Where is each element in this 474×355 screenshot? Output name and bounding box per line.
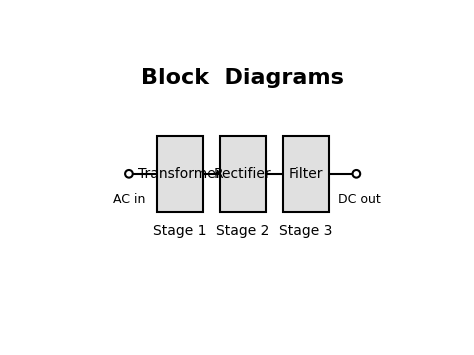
- Text: AC in: AC in: [113, 193, 145, 206]
- FancyBboxPatch shape: [157, 136, 203, 212]
- Text: DC out: DC out: [337, 193, 381, 206]
- Text: Transformer: Transformer: [138, 167, 222, 181]
- FancyBboxPatch shape: [283, 136, 329, 212]
- Circle shape: [353, 170, 360, 178]
- Text: Stage 1: Stage 1: [153, 224, 207, 238]
- Text: Stage 3: Stage 3: [279, 224, 332, 238]
- Circle shape: [125, 170, 133, 178]
- Text: Rectifier: Rectifier: [214, 167, 272, 181]
- Text: Stage 2: Stage 2: [216, 224, 270, 238]
- Text: Filter: Filter: [289, 167, 323, 181]
- FancyBboxPatch shape: [219, 136, 266, 212]
- Text: Block  Diagrams: Block Diagrams: [141, 68, 345, 88]
